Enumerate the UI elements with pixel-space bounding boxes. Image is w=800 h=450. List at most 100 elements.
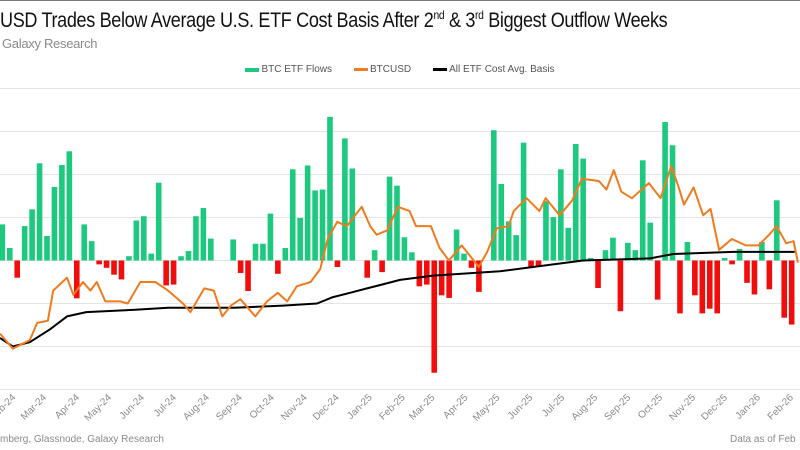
source-note: mberg, Glassnode, Galaxy Research <box>0 434 164 445</box>
outflow-bar <box>744 260 750 283</box>
x-tick-label: Oct-25 <box>636 392 665 421</box>
outflow-bar <box>431 260 438 373</box>
inflow-bar <box>684 242 691 261</box>
outflow-bar <box>692 260 698 296</box>
x-tick-label: Dec-25 <box>699 392 730 423</box>
x-tick-label: Aug-25 <box>570 392 601 423</box>
inflow-bar <box>639 160 646 261</box>
inflow-bar <box>461 253 467 261</box>
legend-swatch-basis <box>433 68 448 71</box>
title-part: Biggest Outflow Weeks <box>483 9 668 32</box>
x-tick-label: May-24 <box>83 392 115 424</box>
inflow-bar <box>342 138 348 261</box>
x-tick-label: Jan-26 <box>734 392 764 422</box>
inflow-bar <box>0 224 6 261</box>
x-tick-label: Oct-24 <box>248 392 277 421</box>
x-tick-label: Mar-25 <box>407 392 437 422</box>
outflow-bar <box>170 260 177 285</box>
outflow-bar <box>163 260 169 286</box>
inflow-bar <box>401 237 408 261</box>
top-border <box>0 0 800 1</box>
inflow-bar <box>371 250 378 261</box>
title-superscript: rd <box>475 8 484 22</box>
inflow-bar <box>230 239 236 261</box>
outflow-bar <box>788 260 795 325</box>
outflow-bar <box>96 260 102 265</box>
cost-basis-line <box>0 250 795 348</box>
inflow-bar <box>133 220 140 261</box>
inflow-bar <box>513 235 519 261</box>
outflow-bar <box>654 260 661 300</box>
x-tick-label: May-25 <box>471 392 503 424</box>
inflow-bar <box>453 229 460 261</box>
inflow-bar <box>491 130 497 261</box>
outflow-bar <box>595 260 601 289</box>
outflow-bar <box>535 260 542 267</box>
inflow-bar <box>304 165 311 261</box>
inflow-bar <box>200 208 207 261</box>
x-tick-label: Sep-25 <box>603 392 634 423</box>
inflow-bar <box>59 165 65 261</box>
x-tick-label: Feb-25 <box>377 392 407 422</box>
inflow-bar <box>625 242 631 261</box>
inflow-bar <box>21 226 28 261</box>
legend-label-btcusd: BTCUSD <box>370 64 412 75</box>
outflow-bar <box>617 260 624 312</box>
outflow-bar <box>245 260 251 292</box>
inflow-bar <box>394 185 400 261</box>
outflow-bar <box>751 260 758 295</box>
inflow-bar <box>312 190 318 261</box>
x-tick-label: Sep-24 <box>214 392 245 423</box>
inflow-bar <box>141 216 147 261</box>
x-tick-label: Mar-24 <box>19 392 49 422</box>
outflow-bar <box>714 260 721 314</box>
outflow-bar <box>275 260 281 274</box>
inflow-bar <box>155 182 162 261</box>
inflow-bar <box>386 176 393 261</box>
outflow-bar <box>379 260 385 273</box>
inflow-bar <box>282 248 289 261</box>
data-date-note: Data as of Feb <box>730 434 796 445</box>
inflow-bar <box>208 238 214 261</box>
inflow-bar <box>543 201 549 261</box>
outflow-bar <box>423 260 430 285</box>
title-part: USD Trades Below Average U.S. ETF Cost B… <box>0 9 434 32</box>
inflow-bar <box>319 189 326 261</box>
inflow-bar <box>29 209 35 261</box>
legend: BTC ETF Flows BTCUSD All ETF Cost Avg. B… <box>0 64 800 75</box>
outflow-bar <box>468 260 475 268</box>
outflow-bar <box>528 260 534 268</box>
outflow-bar <box>438 260 445 296</box>
chart-title: USD Trades Below Average U.S. ETF Cost B… <box>0 8 668 33</box>
x-tick-label: Aug-24 <box>181 392 212 423</box>
inflow-bar <box>565 227 572 261</box>
x-tick-label: Jan-25 <box>345 392 375 422</box>
x-tick-label: Dec-24 <box>311 392 342 423</box>
inflow-bar <box>580 158 586 261</box>
outflow-bar <box>706 260 713 309</box>
inflow-bar <box>267 213 274 261</box>
x-tick-label: Jul-24 <box>152 392 179 419</box>
legend-item-basis: All ETF Cost Avg. Basis <box>433 64 555 75</box>
outflow-bar <box>364 260 371 278</box>
inflow-bar <box>36 163 43 261</box>
inflow-bar <box>126 256 132 261</box>
inflow-bar <box>602 250 609 261</box>
inflow-bar <box>647 222 653 261</box>
inflow-bar <box>81 224 88 261</box>
outflow-bar <box>766 260 773 290</box>
outflow-bar <box>476 260 482 292</box>
chart-subtitle: Galaxy Research <box>2 36 98 51</box>
inflow-bar <box>409 252 415 261</box>
title-part: & 3 <box>444 9 476 32</box>
inflow-bar <box>721 257 728 261</box>
inflow-bar <box>297 217 303 261</box>
x-tick-label: Nov-25 <box>667 392 698 423</box>
x-tick-label: Feb-24 <box>0 392 19 422</box>
x-tick-label: Jul-25 <box>540 392 567 419</box>
legend-swatch-btcusd <box>354 68 369 71</box>
inflow-bar <box>632 250 639 261</box>
inflow-bar <box>662 122 668 261</box>
outflow-bar <box>237 260 244 273</box>
